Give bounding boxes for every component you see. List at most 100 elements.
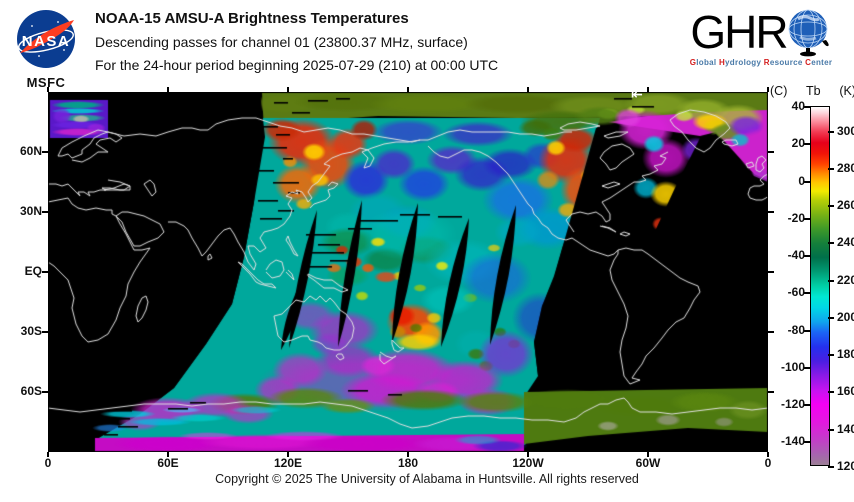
kelvin-tick-label: 220 xyxy=(837,272,854,287)
swath-start-marker: ⇤ xyxy=(631,87,643,103)
lon-tick-top xyxy=(527,87,529,92)
celsius-tick-label: -140 xyxy=(780,434,805,449)
colorbar: 300 280 260 240 220 200 180 160 140 120 40 20 0 -20 -4… xyxy=(781,99,854,473)
colorbar-header: (C) Tb (K) xyxy=(770,84,854,98)
lon-tick-top xyxy=(287,87,289,92)
kelvin-tick xyxy=(828,316,834,319)
world-map: ⇤ 0 60E 120E 180 120W 60W 0 60N 30N EQ 30S 60S xyxy=(20,87,774,470)
kelvin-tick xyxy=(828,279,834,282)
colorbar-celsius-title: (C) xyxy=(770,84,788,98)
lat-tick-right xyxy=(768,151,774,153)
lon-tick-label: 0 xyxy=(44,456,52,470)
lat-tick-right xyxy=(768,211,774,213)
ghrc-tagline-segment: G xyxy=(689,58,697,67)
page-title: NOAA-15 AMSU-A Brightness Temperatures xyxy=(95,10,409,27)
lat-tick xyxy=(42,391,48,393)
kelvin-tick-label: 160 xyxy=(837,384,854,399)
lon-tick-label: 60W xyxy=(635,456,661,470)
subtitle-period: For the 24-hour period beginning 2025-07… xyxy=(95,57,499,73)
kelvin-tick-label: 260 xyxy=(837,198,854,213)
ghrc-tagline-segment: C xyxy=(805,58,812,67)
kelvin-tick xyxy=(828,205,834,208)
celsius-tick-label: -100 xyxy=(780,359,805,374)
lon-tick-label: 60E xyxy=(157,456,179,470)
celsius-tick-label: -60 xyxy=(787,285,805,300)
kelvin-tick-label: 120 xyxy=(837,459,854,473)
lon-tick-top xyxy=(47,87,49,92)
kelvin-tick-label: 240 xyxy=(837,235,854,250)
ghrc-logo: GHR Global Hydrology Resource Center xyxy=(672,2,850,67)
nasa-logo-text: NASA xyxy=(22,33,71,50)
celsius-tick-label: 0 xyxy=(798,173,805,188)
kelvin-tick xyxy=(828,242,834,245)
kelvin-tick xyxy=(828,391,834,394)
lat-tick-label: 30N xyxy=(19,204,42,218)
celsius-tick xyxy=(804,255,810,258)
lon-tick-label: 180 xyxy=(397,456,419,470)
ghrc-logo-text: GHR xyxy=(690,6,788,58)
celsius-tick xyxy=(804,366,810,369)
ghrc-tagline-segment: lobal xyxy=(696,58,719,67)
lon-tick xyxy=(47,452,49,457)
nasa-caption: MSFC xyxy=(26,75,66,90)
celsius-tick-label: -120 xyxy=(780,397,805,412)
plot-titles: NOAA-15 AMSU-A Brightness Temperatures D… xyxy=(95,10,498,80)
kelvin-tick-label: 140 xyxy=(837,421,854,436)
celsius-tick-label: -40 xyxy=(787,248,805,263)
lat-tick-right xyxy=(768,391,774,393)
ghrc-tagline-segment: R xyxy=(763,58,770,67)
kelvin-tick-label: 200 xyxy=(837,309,854,324)
kelvin-tick xyxy=(828,167,834,170)
ghrc-tagline-segment: H xyxy=(718,58,726,67)
kelvin-tick-label: 280 xyxy=(837,160,854,175)
celsius-tick-label: -20 xyxy=(787,210,805,225)
celsius-tick xyxy=(804,404,810,407)
lon-tick xyxy=(407,452,409,457)
lon-tick-label: 0 xyxy=(764,456,772,470)
celsius-tick-label: 40 xyxy=(791,99,805,113)
kelvin-tick-label: 180 xyxy=(837,347,854,362)
nasa-meatball-icon: NASA xyxy=(17,10,75,68)
lon-tick xyxy=(287,452,289,457)
brightness-temperature-map xyxy=(48,92,768,452)
ghrc-tagline: Global Hydrology Resource Center xyxy=(672,58,850,67)
globe-icon xyxy=(786,7,832,64)
celsius-tick xyxy=(804,180,810,183)
lon-tick xyxy=(647,452,649,457)
kelvin-tick-label: 300 xyxy=(837,123,854,138)
lat-tick xyxy=(42,271,48,273)
lon-tick-top xyxy=(647,87,649,92)
nasa-logo: NASA MSFC xyxy=(12,8,80,90)
celsius-tick xyxy=(804,292,810,295)
lat-tick-label: 60N xyxy=(19,144,42,158)
lat-tick-right xyxy=(768,271,774,273)
kelvin-tick xyxy=(828,466,834,468)
kelvin-tick xyxy=(828,130,834,133)
lat-tick-label: EQ xyxy=(24,264,42,278)
ghrc-tagline-segment: enter xyxy=(811,58,833,67)
ghrc-tagline-segment: esource xyxy=(769,58,806,67)
lon-tick xyxy=(527,452,529,457)
lon-tick-top xyxy=(767,87,769,92)
lon-tick xyxy=(767,452,769,457)
lon-tick-label: 120W xyxy=(512,456,544,470)
colorbar-kelvin-title: (K) xyxy=(839,84,854,98)
colorbar-tb-title: Tb xyxy=(806,84,821,98)
lat-tick xyxy=(42,211,48,213)
lon-tick-label: 120E xyxy=(273,456,303,470)
ghrc-tagline-segment: ydrology xyxy=(725,58,764,67)
lat-tick-right xyxy=(768,331,774,333)
lon-tick xyxy=(167,452,169,457)
lat-tick xyxy=(42,151,48,153)
celsius-tick xyxy=(804,143,810,146)
lat-tick-label: 60S xyxy=(20,384,42,398)
kelvin-tick xyxy=(828,428,834,431)
celsius-tick xyxy=(804,329,810,332)
lat-tick xyxy=(42,331,48,333)
celsius-tick-label: 20 xyxy=(791,136,805,151)
celsius-tick-label: -80 xyxy=(787,322,805,337)
lon-tick-top xyxy=(167,87,169,92)
celsius-tick xyxy=(804,217,810,220)
lon-tick-top xyxy=(407,87,409,92)
